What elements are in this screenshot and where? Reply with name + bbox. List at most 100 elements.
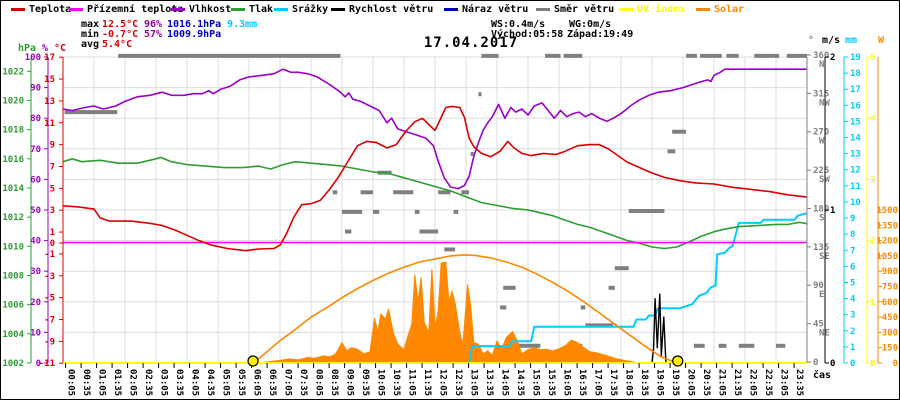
- x-tick-label: 13:05: [469, 369, 479, 396]
- tick-label: 16: [850, 101, 861, 111]
- tick-label: 3: [50, 206, 55, 216]
- tick-label: 1: [830, 206, 835, 216]
- legend-swatch-icon: [331, 7, 345, 11]
- tick-label: 0: [36, 359, 41, 369]
- tick-label: 60: [30, 175, 41, 185]
- chart-title: 17.04.2017: [423, 35, 519, 51]
- tick-label: 13: [44, 97, 55, 107]
- axis-uv: 5 4 3 2 1 0: [866, 53, 876, 369]
- legend-swatch-icon: [536, 7, 550, 11]
- sunrise-marker-icon: [247, 355, 259, 367]
- x-tick-label: 06:35: [267, 369, 277, 396]
- legend-swatch-icon: [231, 7, 245, 11]
- series-solar-actual-area: [258, 261, 646, 364]
- tick-label: 80: [30, 114, 41, 124]
- tick-label: 7: [850, 246, 855, 256]
- tick-label: 1: [850, 343, 855, 353]
- axis-x: 00:05 00:35 01:05 01:35 02:05 02:35 03:05 03:35…: [65, 363, 831, 396]
- x-tick-label: 09:35: [360, 369, 370, 396]
- tick-label: 2: [870, 237, 875, 247]
- tick-label: 90: [30, 84, 41, 94]
- tick-label: 3: [870, 175, 875, 185]
- tick-label: -1: [44, 250, 55, 260]
- x-tick-label: 08:35: [329, 369, 339, 396]
- x-tick-label: 10:35: [391, 369, 401, 396]
- x-tick-label: 23:35: [794, 369, 804, 396]
- legend-label: Směr větru: [554, 3, 615, 15]
- legend-label: Vlhkost: [189, 3, 232, 15]
- x-tick-label: 00:05: [66, 369, 76, 396]
- x-tick-label: 19:35: [670, 369, 680, 396]
- x-tick-label: 22:05: [748, 369, 758, 396]
- tick-label: 45: [813, 320, 824, 330]
- tick-label: 1010: [2, 242, 24, 252]
- legend-swatch-icon: [619, 7, 633, 11]
- tick-label: 17: [44, 53, 55, 63]
- legend-swatch-icon: [69, 7, 83, 11]
- x-tick-label: 01:05: [97, 369, 107, 396]
- tick-label: 450: [882, 313, 898, 323]
- tick-letter: NE: [819, 329, 830, 339]
- stat-min-label: min: [81, 29, 100, 40]
- x-tick-label: 18:05: [624, 369, 634, 396]
- tick-label: 300: [882, 328, 898, 338]
- grid: [63, 56, 807, 364]
- tick-label: -3: [44, 272, 55, 282]
- tick-label: 1012: [2, 213, 24, 223]
- tick-label: 180: [813, 204, 829, 214]
- legend-item-4: Srážky: [274, 3, 328, 15]
- stat-rain-total: 9.3mm: [227, 19, 258, 30]
- legend-swatch-icon: [696, 7, 710, 11]
- x-tick-label: 04:05: [190, 369, 200, 396]
- legend-item-1: Přízemní teplota: [69, 3, 183, 15]
- legend-swatch-icon: [171, 7, 185, 11]
- legend-item-0: Teplota: [11, 3, 71, 15]
- tick-label: 1350: [876, 221, 898, 231]
- stat-max-hum: 96%: [144, 19, 163, 30]
- tick-label: 8: [850, 230, 855, 240]
- legend-swatch-icon: [274, 7, 288, 11]
- tick-label: 225: [813, 166, 829, 176]
- axis-header-dir: °: [808, 35, 814, 46]
- tick-label: 5: [870, 53, 875, 63]
- tick-label: 10: [850, 198, 861, 208]
- x-tick-label: 13:35: [484, 369, 494, 396]
- sunset-marker-icon: [672, 355, 684, 367]
- legend-label: Solar: [714, 3, 745, 15]
- stat-sunrise: Východ:05:58: [491, 29, 564, 40]
- x-tick-label: 20:35: [701, 369, 711, 396]
- x-tick-label: 10:05: [376, 369, 386, 396]
- tick-label: 100: [25, 53, 41, 63]
- x-tick-label: 04:35: [205, 369, 215, 396]
- tick-label: 14: [850, 134, 861, 144]
- axis-pct: % 0 10 20 30 40 50 60 70 80 90 100: [25, 43, 49, 369]
- stat-avg-temp: 5.4°C: [102, 39, 133, 50]
- x-tick-label: 21:35: [732, 369, 742, 396]
- tick-label: 0: [870, 359, 875, 369]
- x-tick-label: 01:35: [112, 369, 122, 396]
- tick-label: 18: [850, 69, 861, 79]
- axis-ms: m/s 2 1 0: [822, 35, 840, 369]
- legend-swatch-icon: [444, 7, 458, 11]
- series-wind-direction: [64, 53, 807, 348]
- x-tick-label: 14:35: [515, 369, 525, 396]
- tick-label: 9: [50, 141, 55, 151]
- tick-label: 360: [813, 51, 829, 61]
- tick-label: 11: [850, 182, 861, 192]
- legend-label: Náraz větru: [462, 3, 529, 15]
- axis-hpa: hPa 1002 1004 1006 1008 1010 1012 1014 1016 1018 1…: [2, 43, 36, 369]
- x-tick-label: 22:35: [763, 369, 773, 396]
- tick-label: 12: [850, 166, 861, 176]
- legend-label: Teplota: [29, 3, 72, 15]
- legend-label: Přízemní teplota: [87, 3, 184, 15]
- axis-header-degc: °C: [54, 43, 66, 54]
- x-tick-label: 08:05: [314, 369, 324, 396]
- x-tick-label: 02:35: [143, 369, 153, 396]
- tick-label: 4: [850, 295, 856, 305]
- axis-header-ms: m/s: [822, 35, 840, 46]
- tick-letter: S: [819, 213, 824, 223]
- stat-sunset: Západ:19:49: [567, 29, 634, 40]
